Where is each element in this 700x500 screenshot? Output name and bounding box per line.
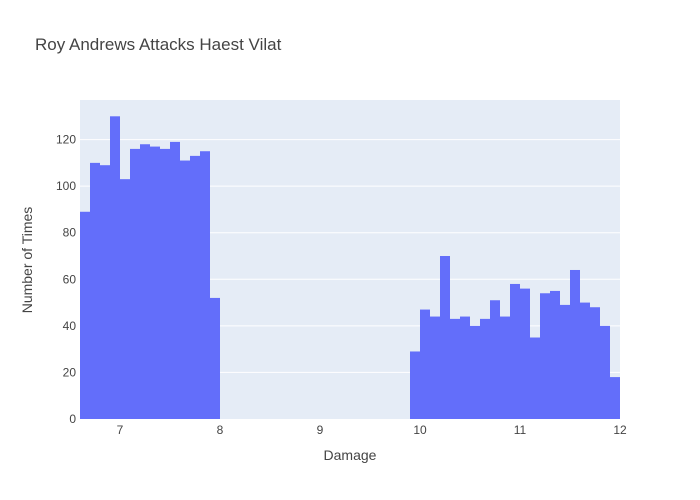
y-tick-label: 120: [56, 133, 76, 147]
chart-title: Roy Andrews Attacks Haest Vilat: [35, 35, 282, 54]
histogram-bar: [210, 297, 220, 419]
y-tick-label: 0: [69, 412, 76, 426]
x-tick-label: 7: [117, 423, 124, 437]
histogram-bar: [90, 162, 100, 420]
histogram-bar: [420, 309, 430, 419]
histogram-bar: [530, 337, 540, 419]
histogram-bar: [490, 300, 500, 419]
histogram-bar: [570, 269, 580, 419]
x-tick-label: 8: [217, 423, 224, 437]
histogram-bar: [410, 351, 420, 419]
y-tick-label: 80: [63, 226, 77, 240]
y-tick-label: 40: [63, 319, 77, 333]
histogram-bar: [440, 256, 450, 419]
histogram-bar: [130, 148, 140, 419]
x-tick-label: 10: [413, 423, 427, 437]
histogram-bar: [470, 325, 480, 419]
histogram-bar: [120, 179, 130, 419]
histogram-bar: [590, 307, 600, 419]
histogram-bar: [430, 316, 440, 419]
histogram-bar: [510, 283, 520, 419]
histogram-bar: [610, 377, 620, 419]
histogram-bar: [550, 290, 560, 419]
histogram-bar: [150, 146, 160, 419]
x-tick-label: 9: [317, 423, 324, 437]
histogram-bar: [80, 211, 90, 419]
histogram-bar: [190, 155, 200, 419]
histogram-bar: [580, 302, 590, 419]
histogram-bar: [480, 318, 490, 419]
histogram-bar: [560, 304, 570, 419]
bars: [80, 116, 620, 420]
histogram-bar: [500, 316, 510, 419]
histogram-bar: [520, 288, 530, 419]
histogram-bar: [460, 316, 470, 419]
x-axis-label: Damage: [324, 447, 377, 463]
histogram-bar: [110, 116, 120, 420]
x-tick-label: 12: [613, 423, 627, 437]
x-tick-label: 11: [514, 423, 527, 437]
histogram-bar: [450, 318, 460, 419]
y-tick-label: 100: [56, 179, 76, 193]
y-tick-label: 20: [63, 365, 77, 379]
histogram-bar: [180, 160, 190, 419]
histogram-bar: [170, 141, 180, 419]
histogram-bar: [140, 144, 150, 419]
y-axis-ticks: 0 20 40 60 80 100 120: [56, 133, 76, 426]
y-axis-label: Number of Times: [19, 207, 35, 314]
histogram-bar: [160, 148, 170, 419]
histogram-bar: [540, 293, 550, 419]
histogram-bar: [200, 151, 210, 420]
x-axis-ticks: 7 8 9 10 11 12: [117, 423, 627, 437]
histogram-bar: [100, 165, 110, 419]
y-tick-label: 60: [63, 272, 77, 286]
histogram-bar: [600, 325, 610, 419]
